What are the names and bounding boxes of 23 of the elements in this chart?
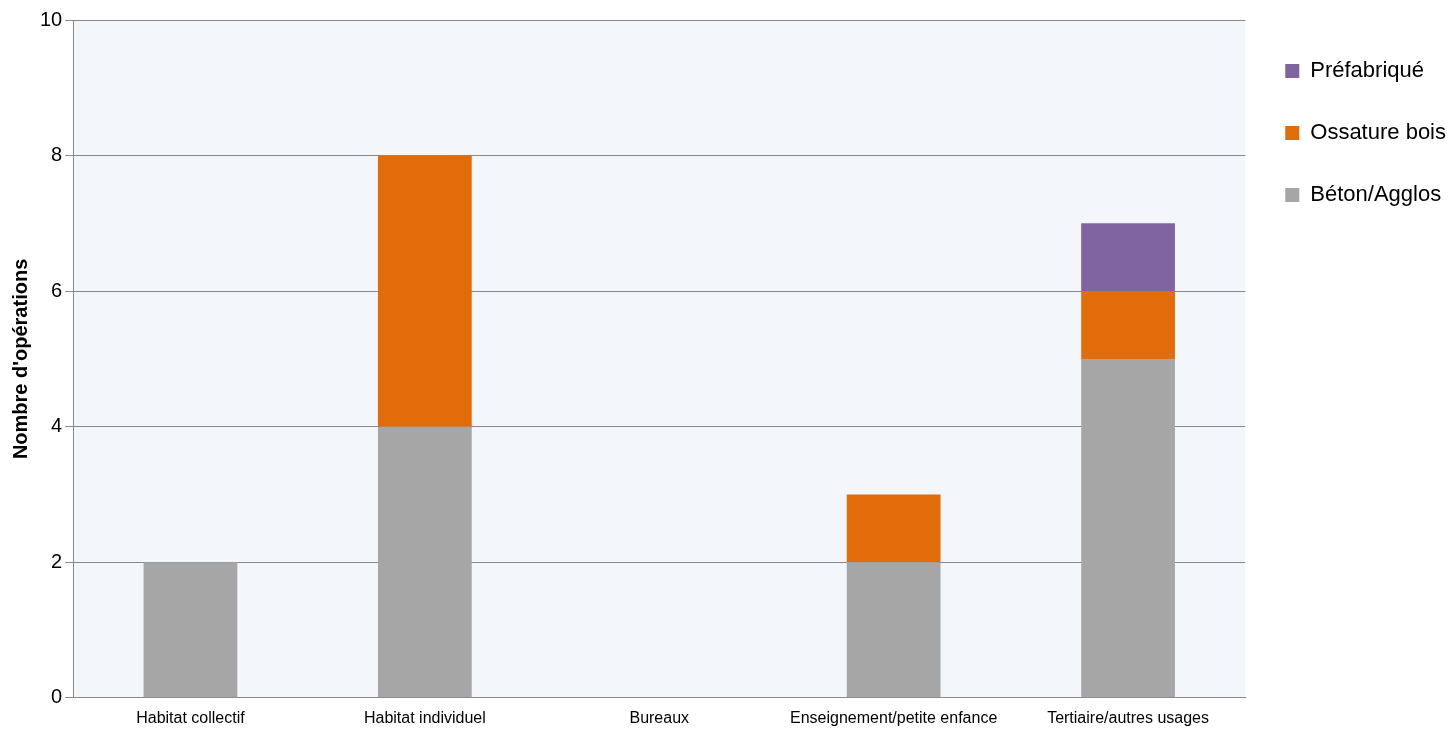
bar bbox=[377, 426, 472, 698]
bar bbox=[1081, 291, 1175, 359]
bar bbox=[377, 155, 472, 427]
bar bbox=[846, 494, 941, 563]
legend-label: Ossature bois bbox=[1310, 119, 1447, 145]
x-tick-label: Bureaux bbox=[629, 708, 690, 726]
y-tick-label: 4 bbox=[51, 414, 63, 437]
legend-label: Béton/Agglos bbox=[1310, 181, 1442, 207]
x-tick-label: Habitat individuel bbox=[363, 708, 486, 726]
x-tick-label: Habitat collectif bbox=[136, 708, 246, 726]
y-axis-title: Nombre d'opérations bbox=[8, 258, 31, 460]
y-tick-label: 6 bbox=[51, 278, 63, 301]
bar bbox=[846, 562, 941, 698]
y-tick-label: 2 bbox=[51, 549, 63, 572]
legend-label: Préfabriqué bbox=[1310, 57, 1425, 83]
x-tick-label: Enseignement/petite enfance bbox=[790, 708, 998, 726]
bar bbox=[1081, 223, 1175, 292]
bar bbox=[1081, 358, 1175, 698]
y-tick-label: 10 bbox=[40, 7, 63, 30]
y-tick-label: 8 bbox=[51, 143, 63, 166]
bar bbox=[143, 562, 238, 698]
x-tick-label: Tertiaire/autres usages bbox=[1047, 708, 1209, 726]
y-tick-label: 0 bbox=[51, 685, 63, 708]
